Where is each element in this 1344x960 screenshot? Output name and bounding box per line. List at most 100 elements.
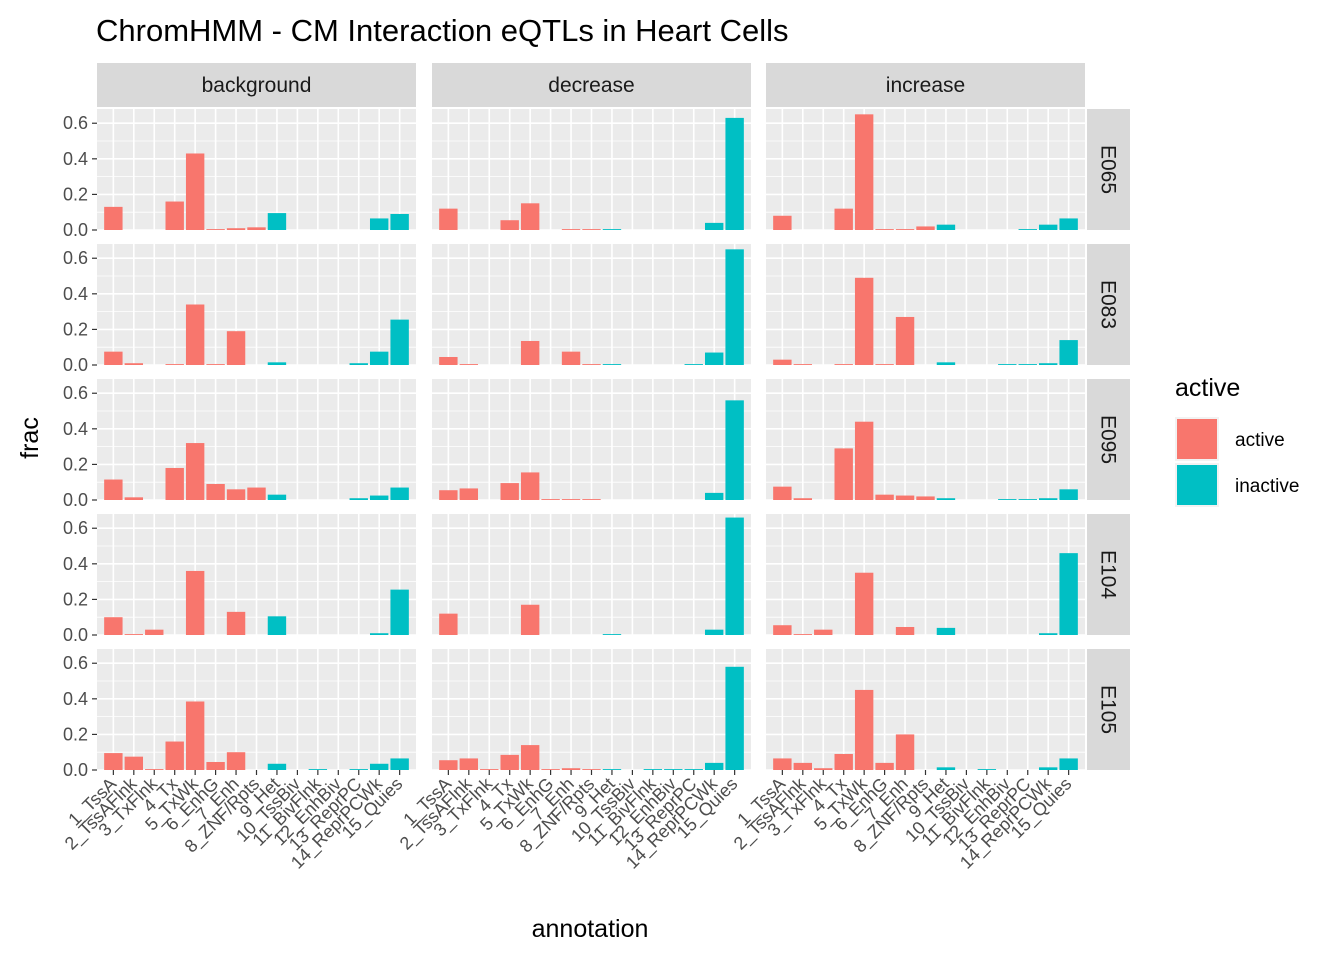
- bar-5_TxWk: [185, 701, 205, 770]
- y-tick-label: 0.4: [63, 419, 88, 439]
- facet-strip-label: E104: [1097, 550, 1120, 599]
- bar-1_TssA: [773, 758, 792, 770]
- panel-E104-increase: [766, 514, 1085, 636]
- y-tick-label: 0.2: [63, 184, 88, 204]
- bar-14_ReprPCWk: [369, 495, 389, 500]
- bar-2_TssAFlnk: [793, 634, 813, 635]
- bar-15_Quies: [725, 117, 744, 230]
- bar-8_ZNF/Rpts: [582, 364, 601, 365]
- y-tick-label: 0.4: [63, 284, 88, 304]
- bar-6_EnhG: [875, 762, 894, 770]
- y-tick-label: 0.4: [63, 689, 88, 709]
- bar-7_Enh: [561, 768, 581, 770]
- facet-strip-label: background: [202, 74, 312, 97]
- y-tick-label: 0.6: [63, 518, 88, 538]
- bar-5_TxWk: [520, 472, 540, 500]
- bar-11_BivFlnk: [977, 769, 997, 770]
- bar-5_TxWk: [185, 570, 205, 635]
- bar-6_EnhG: [206, 483, 225, 500]
- bar-2_TssAFlnk: [124, 497, 144, 500]
- bar-2_TssAFlnk: [459, 364, 479, 365]
- bar-13_ReprPC: [1018, 364, 1037, 365]
- x-axis-ticks: 1_TssA2_TssAFlnk3_TxFlnk4_Tx5_TxWk6_EnhG…: [61, 770, 1076, 873]
- bar-14_ReprPCWk: [704, 629, 724, 635]
- bar-7_Enh: [226, 489, 246, 500]
- bar-13_ReprPC: [684, 364, 703, 365]
- bar-1_TssA: [104, 753, 123, 770]
- bar-14_ReprPCWk: [704, 222, 724, 230]
- bar-6_EnhG: [875, 494, 894, 500]
- bar-8_ZNF/Rpts: [247, 487, 266, 500]
- bar-6_EnhG: [875, 364, 894, 365]
- y-tick-label: 0.2: [63, 589, 88, 609]
- bar-5_TxWk: [520, 203, 540, 230]
- x-axis-title: annotation: [532, 915, 649, 943]
- bar-7_Enh: [226, 228, 246, 230]
- facet-strip-E104: [1087, 514, 1130, 635]
- legend-key-inactive: [1177, 465, 1217, 505]
- bar-14_ReprPCWk: [369, 763, 389, 770]
- bar-13_ReprPC: [349, 363, 368, 365]
- bar-1_TssA: [104, 479, 123, 500]
- bar-7_Enh: [895, 734, 915, 770]
- bar-6_EnhG: [206, 761, 225, 770]
- bar-14_ReprPCWk: [1038, 633, 1058, 635]
- bar-2_TssAFlnk: [793, 762, 813, 770]
- bar-7_Enh: [226, 611, 246, 635]
- bar-8_ZNF/Rpts: [582, 229, 601, 230]
- bar-15_Quies: [725, 249, 744, 365]
- bar-15_Quies: [390, 758, 409, 770]
- bar-5_TxWk: [185, 443, 205, 500]
- bar-14_ReprPCWk: [1038, 363, 1058, 365]
- panel-E065-increase: [766, 109, 1085, 231]
- facet-strip-E105: [1087, 649, 1130, 770]
- bar-15_Quies: [725, 400, 744, 500]
- bar-1_TssA: [104, 206, 123, 230]
- facet-strip-label: E065: [1097, 145, 1120, 194]
- bar-4_Tx: [834, 208, 853, 230]
- bar-14_ReprPCWk: [1038, 498, 1058, 500]
- bar-7_Enh: [895, 495, 915, 500]
- panel-E105-decrease: [432, 649, 751, 771]
- facet-strip-decrease: [432, 63, 751, 107]
- bar-13_ReprPC: [349, 498, 368, 500]
- panel-E095-decrease: [432, 379, 751, 501]
- bar-12_EnhBiv: [998, 499, 1017, 500]
- bar-14_ReprPCWk: [369, 633, 389, 635]
- y-axis-title: frac: [16, 417, 44, 459]
- chart-title: ChromHMM - CM Interaction eQTLs in Heart…: [96, 13, 789, 48]
- bar-14_ReprPCWk: [369, 351, 389, 365]
- facet-strip-background: [97, 63, 416, 107]
- bar-15_Quies: [390, 319, 409, 365]
- bar-9_Het: [267, 362, 287, 365]
- y-tick-label: 0.4: [63, 554, 88, 574]
- facet-strip-E095: [1087, 379, 1130, 500]
- facet-strip-label: E095: [1097, 415, 1120, 464]
- legend: active active inactive: [1175, 374, 1299, 507]
- bar-2_TssAFlnk: [793, 498, 813, 500]
- bar-15_Quies: [1059, 218, 1078, 230]
- bar-5_TxWk: [854, 572, 874, 635]
- bar-8_ZNF/Rpts: [916, 496, 935, 500]
- bar-13_ReprPC: [684, 769, 703, 770]
- bar-1_TssA: [439, 208, 458, 230]
- bar-7_Enh: [561, 229, 581, 230]
- y-tick-label: 0.2: [63, 454, 88, 474]
- facet-strip-E083: [1087, 244, 1130, 365]
- bar-15_Quies: [390, 213, 409, 230]
- bar-2_TssAFlnk: [793, 364, 813, 365]
- bar-14_ReprPCWk: [704, 492, 724, 500]
- panel-E104-background: [97, 514, 416, 636]
- bar-2_TssAFlnk: [124, 756, 144, 770]
- bar-14_ReprPCWk: [369, 218, 389, 230]
- bar-9_Het: [936, 627, 956, 635]
- y-tick-label: 0.0: [63, 625, 88, 645]
- bar-15_Quies: [390, 589, 409, 635]
- bar-14_ReprPCWk: [1038, 224, 1058, 230]
- bar-5_TxWk: [854, 114, 874, 230]
- y-tick-label: 0.0: [63, 220, 88, 240]
- bar-7_Enh: [895, 626, 915, 635]
- bar-7_Enh: [226, 752, 246, 770]
- bar-4_Tx: [834, 448, 853, 500]
